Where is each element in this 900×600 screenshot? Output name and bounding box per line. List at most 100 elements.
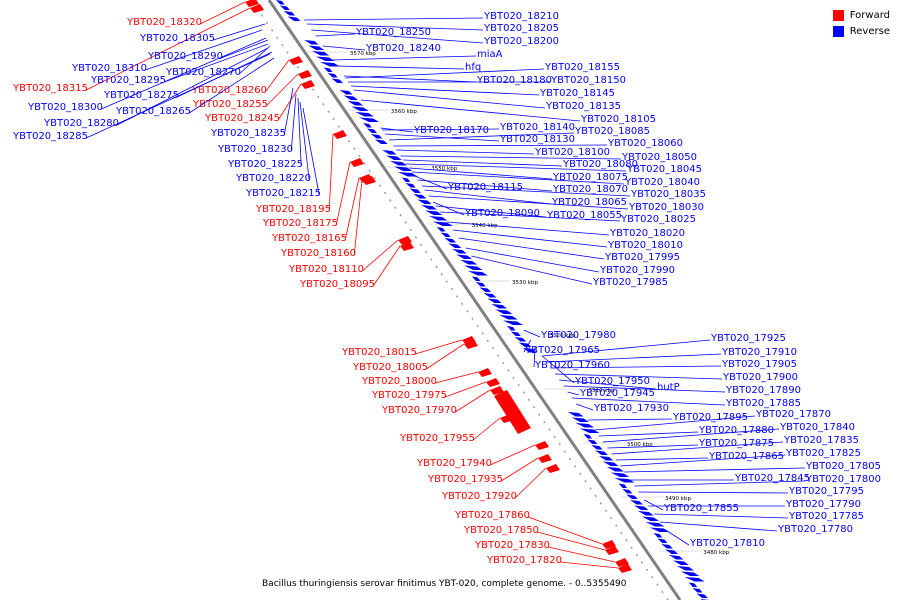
reverse-gene-leader bbox=[86, 53, 271, 139]
reverse-gene-leader bbox=[458, 237, 605, 260]
reverse-gene bbox=[622, 489, 633, 494]
forward-gene-ybt020_18160 bbox=[362, 176, 376, 185]
reverse-gene-label: YBT020_17875 bbox=[698, 438, 774, 449]
reverse-gene-leader bbox=[393, 144, 608, 147]
reverse-gene-label: YBT020_18170 bbox=[413, 125, 489, 136]
forward-gene-label: YBT020_18195 bbox=[255, 204, 331, 215]
reverse-gene bbox=[456, 254, 472, 259]
reverse-gene-label: YBT020_18230 bbox=[217, 144, 293, 155]
reverse-gene-leader bbox=[306, 23, 484, 31]
reverse-gene-leader bbox=[302, 107, 320, 196]
forward-gene-leader bbox=[264, 59, 290, 93]
forward-gene-label: YBT020_17860 bbox=[454, 510, 530, 521]
reverse-gene bbox=[684, 577, 705, 582]
forward-gene-label: YBT020_18165 bbox=[271, 233, 347, 244]
scale-label: 3490 kbp bbox=[665, 496, 691, 502]
reverse-gene bbox=[645, 522, 665, 527]
forward-gene-label: YBT020_18095 bbox=[299, 279, 375, 290]
reverse-gene-leader bbox=[567, 391, 580, 396]
reverse-gene bbox=[506, 326, 516, 331]
legend-reverse-label: Reverse bbox=[849, 26, 890, 37]
reverse-gene-label: YBT020_18205 bbox=[483, 23, 559, 34]
reverse-gene-leader bbox=[400, 155, 622, 160]
reverse-gene bbox=[495, 309, 513, 314]
reverse-gene bbox=[351, 106, 369, 111]
reverse-gene bbox=[514, 337, 527, 342]
reverse-gene-label: YBT020_17885 bbox=[725, 398, 801, 409]
reverse-gene-leader bbox=[563, 385, 726, 393]
reverse-gene-leader bbox=[465, 247, 600, 273]
reverse-gene-leader bbox=[471, 255, 593, 285]
forward-gene-leader bbox=[454, 389, 491, 413]
reverse-gene-label: YBT020_18035 bbox=[630, 189, 706, 200]
forward-gene-ybt020_17975 bbox=[486, 378, 500, 387]
reverse-gene-leader bbox=[603, 428, 780, 443]
reverse-gene bbox=[331, 78, 344, 83]
forward-gene-leader bbox=[353, 179, 363, 256]
reverse-gene-leader bbox=[336, 65, 465, 70]
reverse-gene bbox=[444, 238, 456, 243]
forward-gene-label: YBT020_18160 bbox=[280, 248, 356, 259]
reverse-gene-label: YBT020_17825 bbox=[785, 448, 861, 459]
forward-gene-leader bbox=[328, 133, 334, 212]
reverse-gene-leader bbox=[322, 45, 366, 51]
reverse-gene-label: YBT020_18180 bbox=[476, 75, 552, 86]
forward-gene-leader bbox=[200, 1, 246, 25]
reverse-gene bbox=[363, 123, 372, 128]
reverse-gene-label: YBT020_17985 bbox=[592, 277, 668, 288]
forward-gene-label: YBT020_17920 bbox=[441, 491, 517, 502]
reverse-gene-label: YBT020_18285 bbox=[12, 131, 88, 142]
reverse-gene-label: hfq bbox=[465, 62, 481, 73]
forward-gene-leader bbox=[265, 73, 299, 107]
forward-swatch bbox=[832, 10, 844, 21]
reverse-gene-leader bbox=[611, 441, 784, 455]
reverse-gene bbox=[637, 511, 654, 516]
forward-gene-label: YBT020_17830 bbox=[474, 540, 550, 551]
reverse-gene-leader bbox=[424, 189, 552, 205]
genome-axis bbox=[267, 0, 682, 600]
reverse-gene bbox=[487, 298, 502, 303]
reverse-gene bbox=[401, 177, 411, 182]
reverse-gene-leader bbox=[332, 55, 477, 61]
reverse-gene-label: YBT020_18270 bbox=[165, 67, 241, 78]
reverse-gene-label: YBT020_17980 bbox=[540, 330, 616, 341]
reverse-gene bbox=[583, 434, 592, 439]
reverse-gene bbox=[567, 412, 584, 417]
reverse-gene bbox=[308, 45, 324, 50]
forward-gene-ybt020_17920 bbox=[546, 464, 560, 473]
reverse-gene-leader bbox=[389, 132, 575, 141]
reverse-gene-label: YBT020_18310 bbox=[71, 63, 147, 74]
reverse-gene-leader bbox=[396, 149, 535, 155]
reverse-gene bbox=[393, 166, 413, 171]
reverse-gene-leader bbox=[408, 167, 553, 180]
forward-gene-label: YBT020_18000 bbox=[361, 376, 437, 387]
reverse-gene-leader bbox=[546, 353, 722, 363]
forward-gene-leader bbox=[372, 245, 401, 287]
reverse-gene bbox=[319, 62, 340, 67]
reverse-gene bbox=[467, 271, 488, 276]
forward-gene-label: YBT020_18110 bbox=[288, 264, 364, 275]
reverse-gene-label: YBT020_18240 bbox=[365, 43, 441, 54]
reverse-gene-label: YBT020_18280 bbox=[43, 118, 119, 129]
forward-gene-ybt020_17860 bbox=[602, 540, 616, 549]
reverse-gene-label: YBT020_18225 bbox=[227, 159, 303, 170]
scale-label: 3480 kbp bbox=[703, 550, 729, 556]
reverse-gene bbox=[479, 287, 492, 292]
forward-gene-label: YBT020_18255 bbox=[192, 99, 268, 110]
reverse-gene bbox=[518, 342, 532, 347]
scale-label: 3570 kbp bbox=[350, 51, 376, 57]
reverse-gene bbox=[397, 172, 418, 177]
forward-gene-ybt020_18000 bbox=[478, 368, 492, 377]
reverse-gene-label: YBT020_18235 bbox=[210, 128, 286, 139]
legend-reverse: Reverse bbox=[832, 24, 890, 39]
reverse-gene bbox=[432, 221, 453, 226]
reverse-gene bbox=[595, 450, 608, 455]
forward-gene-ybt020_17850 bbox=[605, 546, 619, 555]
reverse-gene-label: YBT020_18100 bbox=[534, 147, 610, 158]
reverse-gene-label: YBT020_18105 bbox=[580, 114, 656, 125]
reverse-gene bbox=[359, 117, 380, 122]
reverse-gene-leader bbox=[638, 491, 789, 494]
reverse-gene bbox=[614, 478, 635, 483]
reverse-gene-label: YBT020_17805 bbox=[805, 461, 881, 472]
reverse-gene bbox=[575, 423, 595, 428]
